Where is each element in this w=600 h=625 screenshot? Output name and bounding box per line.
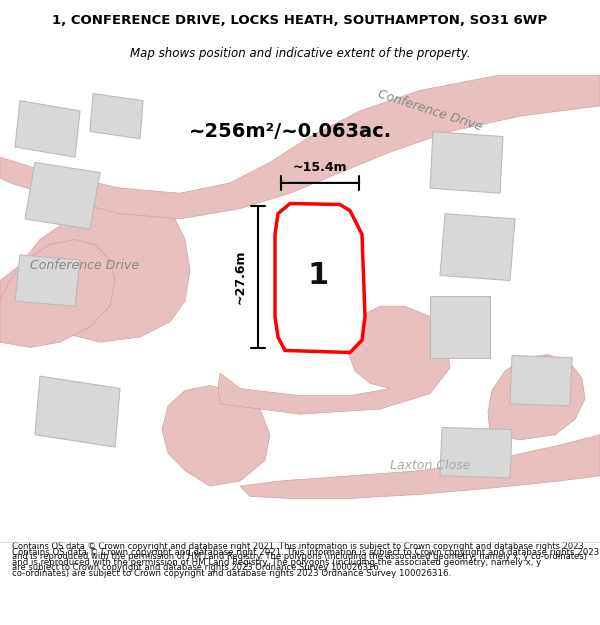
Text: 1, CONFERENCE DRIVE, LOCKS HEATH, SOUTHAMPTON, SO31 6WP: 1, CONFERENCE DRIVE, LOCKS HEATH, SOUTHA… (52, 14, 548, 28)
Text: Conference Drive: Conference Drive (31, 259, 140, 272)
Polygon shape (15, 255, 80, 306)
Polygon shape (440, 428, 512, 478)
Text: Conference Drive: Conference Drive (376, 88, 484, 134)
Polygon shape (35, 376, 120, 447)
Polygon shape (430, 296, 490, 358)
PathPatch shape (275, 204, 365, 352)
Polygon shape (25, 162, 100, 229)
Text: ~15.4m: ~15.4m (293, 161, 347, 174)
Polygon shape (488, 354, 585, 440)
Text: 1: 1 (307, 261, 329, 290)
Polygon shape (0, 198, 190, 342)
Text: ~27.6m: ~27.6m (233, 250, 247, 304)
Polygon shape (240, 435, 600, 499)
Polygon shape (218, 306, 450, 414)
Text: Contains OS data © Crown copyright and database right 2021. This information is : Contains OS data © Crown copyright and d… (12, 542, 587, 572)
Polygon shape (15, 101, 80, 158)
Text: Contains OS data © Crown copyright and database right 2021. This information is : Contains OS data © Crown copyright and d… (12, 548, 599, 578)
Text: Laxton Close: Laxton Close (390, 459, 470, 472)
Polygon shape (430, 131, 503, 193)
Polygon shape (162, 386, 270, 486)
Polygon shape (0, 239, 115, 348)
Text: ~256m²/~0.063ac.: ~256m²/~0.063ac. (188, 122, 392, 141)
Polygon shape (440, 214, 515, 281)
Polygon shape (510, 356, 572, 406)
Polygon shape (90, 94, 143, 139)
Polygon shape (0, 75, 600, 219)
Text: Map shows position and indicative extent of the property.: Map shows position and indicative extent… (130, 48, 470, 61)
